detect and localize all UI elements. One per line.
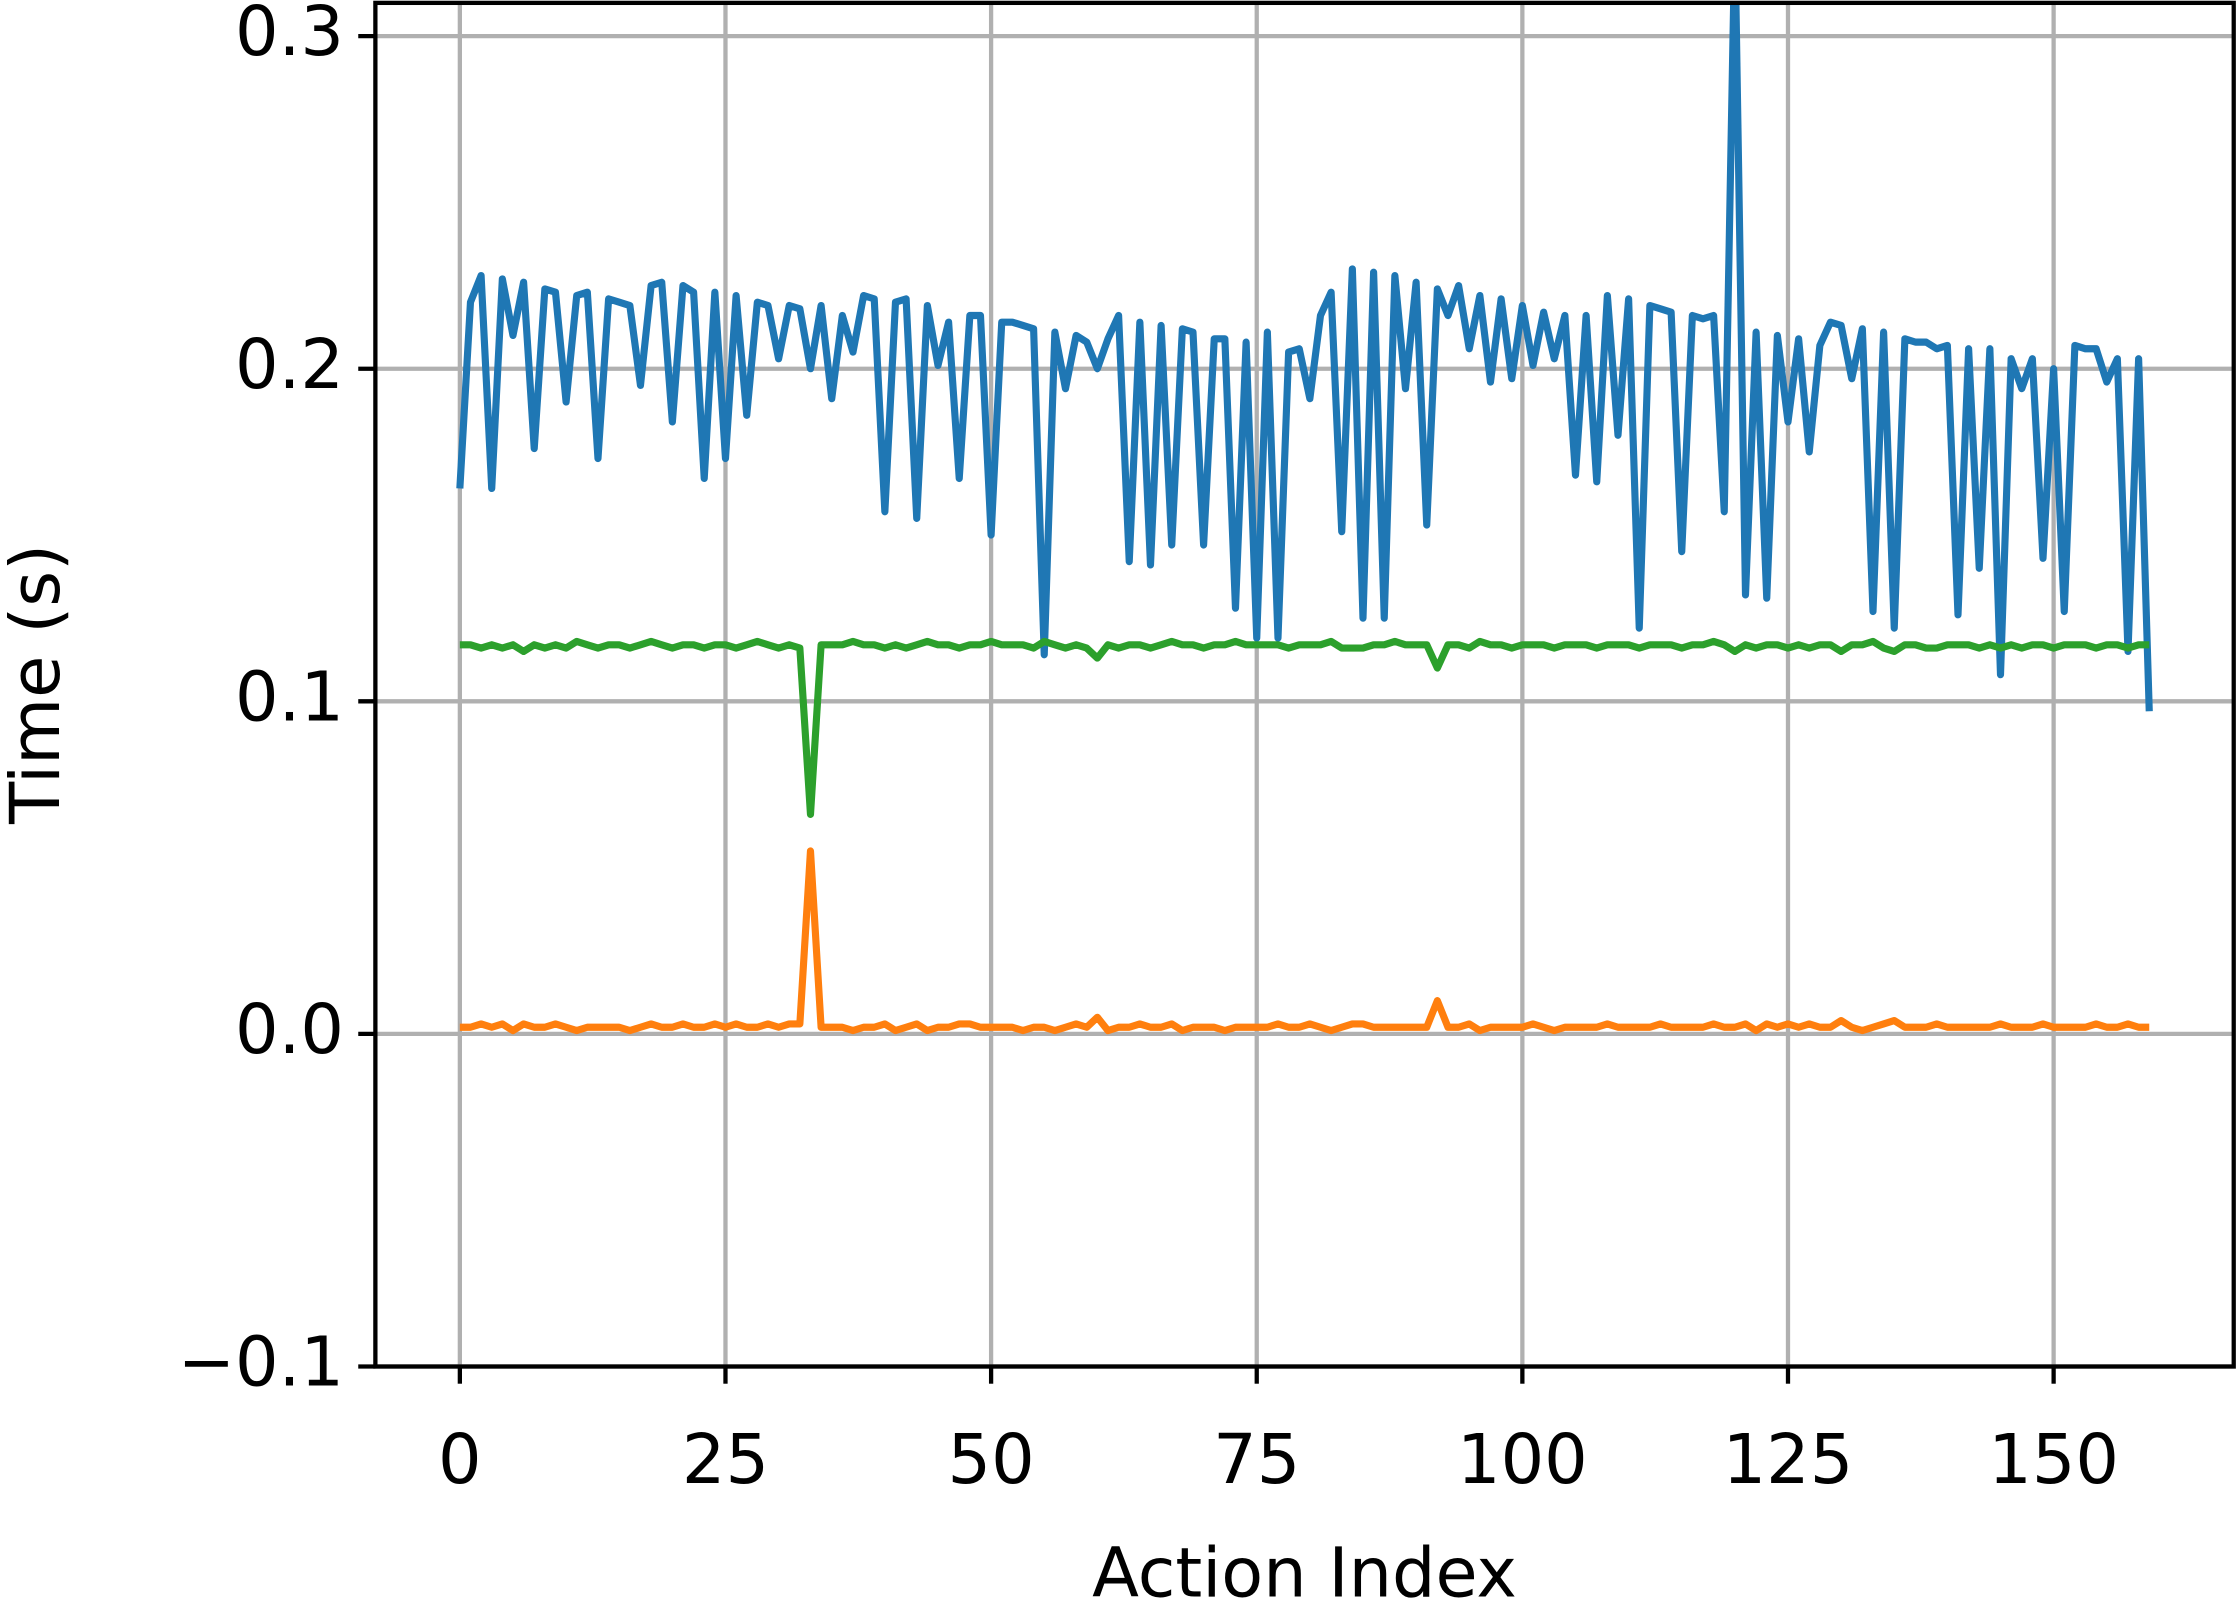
x-axis-label: Action Index — [1092, 1533, 1517, 1613]
y-tick-label: 0.2 — [235, 325, 344, 405]
y-axis-label: Time (s) — [0, 544, 76, 825]
data-line — [456, 2, 2153, 712]
x-tick-label: 100 — [1457, 1420, 1588, 1500]
x-tick-label: 50 — [948, 1420, 1035, 1500]
y-tick-label: 0.1 — [235, 657, 344, 737]
y-tick-label: 0.0 — [235, 990, 344, 1070]
data-line — [459, 847, 2150, 1035]
data-line — [459, 637, 2150, 818]
x-tick-label: 25 — [682, 1420, 769, 1500]
x-tick-label: 75 — [1213, 1420, 1300, 1500]
x-tick-label: 0 — [438, 1420, 482, 1500]
y-tick-label: 0.3 — [235, 0, 344, 72]
plot-frame — [373, 0, 2236, 1369]
x-tick-label: 150 — [1988, 1420, 2119, 1500]
x-tick-label: 125 — [1723, 1420, 1854, 1500]
y-tick-label: −0.1 — [178, 1322, 344, 1402]
